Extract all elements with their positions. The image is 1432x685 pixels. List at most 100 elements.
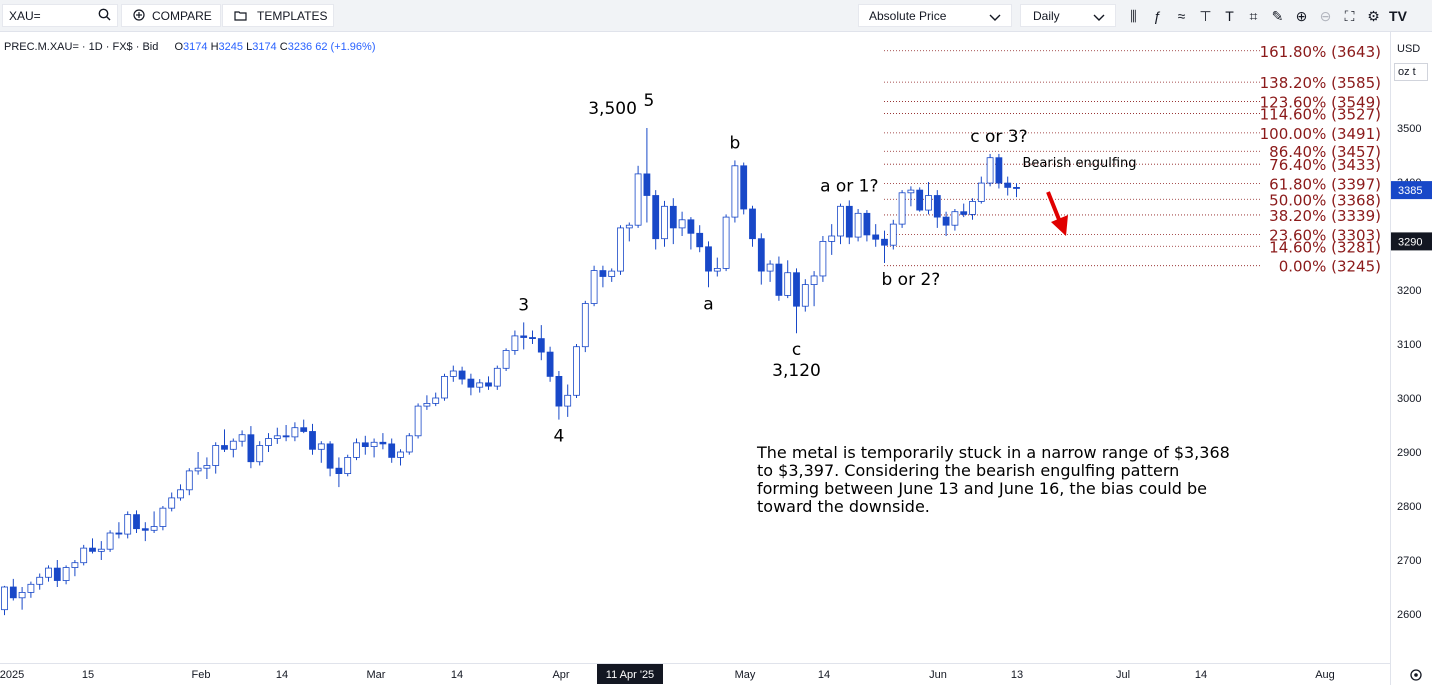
- gear-icon[interactable]: ⚙: [1367, 7, 1380, 24]
- fib-level-label: 123.60% (3549): [1260, 94, 1381, 112]
- candles-icon[interactable]: ⫼: [1130, 7, 1137, 24]
- text-tool-icon[interactable]: T: [1225, 8, 1234, 24]
- fib-level-label: 23.60% (3303): [1269, 226, 1381, 244]
- fib-level-label: 50.00% (3368): [1269, 191, 1381, 209]
- candle: [256, 441, 264, 466]
- candle: [537, 325, 545, 361]
- candle: [449, 365, 457, 382]
- high-value: 3245: [218, 41, 244, 53]
- drawing-tools: ⫼ ƒ ≈ ⊤ T ⌗ ✎ ⊕ ⊖ ⛶ ⚙ TV: [1124, 6, 1408, 26]
- wave-icon[interactable]: ≈: [1177, 8, 1186, 24]
- candle: [115, 522, 123, 539]
- candle: [643, 128, 651, 223]
- x-tick-label: 2025: [0, 669, 24, 681]
- candle: [942, 211, 950, 236]
- candle: [273, 427, 281, 444]
- candle: [995, 153, 1003, 189]
- candle: [397, 449, 404, 466]
- indicators-icon[interactable]: ƒ: [1153, 8, 1162, 24]
- wave-label: b: [730, 133, 741, 153]
- candle: [793, 268, 800, 334]
- fib-level-label: 61.80% (3397): [1269, 176, 1381, 194]
- candles: [1, 128, 1020, 616]
- candle: [757, 233, 765, 285]
- candle: [141, 522, 149, 542]
- candle: [97, 541, 105, 560]
- candle: [53, 560, 61, 587]
- interval-value: Daily: [1033, 8, 1060, 23]
- y-tick-label: 3000: [1397, 393, 1421, 405]
- zoom-out-icon[interactable]: ⊖: [1319, 7, 1332, 24]
- candle: [414, 403, 422, 439]
- ohlc-legend: PREC.M.XAU= · 1D · FX$ · Bid O3174 H3245…: [4, 41, 375, 53]
- candle: [801, 279, 809, 312]
- wave-label: 3: [518, 295, 529, 315]
- wave-label: 3,120: [772, 361, 821, 381]
- fib-level-label: 0.00% (3245): [1279, 258, 1381, 276]
- candle: [485, 376, 492, 390]
- compare-button[interactable]: COMPARE: [121, 4, 221, 27]
- chevron-down-icon: [1093, 10, 1105, 24]
- settings-gear-icon[interactable]: [1410, 669, 1422, 681]
- fib-level-label: 114.60% (3527): [1260, 105, 1381, 123]
- y-tick-label: 2800: [1397, 501, 1421, 513]
- candle: [661, 200, 668, 247]
- symbol-search[interactable]: XAU=: [2, 4, 118, 27]
- marker-price-text: 3290: [1398, 236, 1422, 248]
- fibonacci-retracement[interactable]: 161.80% (3643) 138.20% (3585) 123.60% (354…: [884, 43, 1381, 276]
- candle: [854, 209, 862, 242]
- last-price-text: 3385: [1398, 185, 1422, 197]
- currency-button[interactable]: USD: [1394, 40, 1428, 58]
- candle: [124, 511, 132, 539]
- pencil-icon[interactable]: ✎: [1271, 7, 1284, 24]
- x-tick-label: 15: [82, 669, 94, 681]
- candle: [458, 366, 466, 385]
- fullscreen-icon[interactable]: ⛶: [1344, 7, 1355, 24]
- y-tick-label: 3200: [1397, 285, 1421, 297]
- candle: [863, 210, 871, 242]
- candle: [106, 530, 114, 552]
- candle: [731, 160, 739, 223]
- candle: [889, 219, 897, 250]
- price-mode-select[interactable]: Absolute Price: [858, 4, 1012, 27]
- legend-title: PREC.M.XAU= · 1D · FX$ · Bid: [4, 41, 159, 53]
- fib-level-label: 161.80% (3643): [1260, 43, 1381, 61]
- search-icon[interactable]: [98, 8, 111, 23]
- close-label: C: [279, 41, 288, 53]
- x-tick-label: 11 Apr '25: [606, 669, 654, 681]
- interval-select[interactable]: Daily: [1020, 4, 1116, 27]
- candle: [652, 190, 660, 250]
- candle: [80, 544, 88, 566]
- candle: [599, 265, 607, 288]
- symbol-input[interactable]: XAU=: [9, 8, 41, 23]
- x-tick-label: Jun: [929, 669, 947, 681]
- candle: [986, 153, 994, 187]
- zoom-in-icon[interactable]: ⊕: [1295, 7, 1308, 24]
- candle: [564, 384, 572, 417]
- compare-label: COMPARE: [152, 8, 212, 23]
- wave-label: 5: [643, 91, 654, 111]
- candle: [837, 203, 844, 245]
- price-axis[interactable]: 3500 3400 3300 3200 3100 3000 2900 2800 2700 2600: [1397, 123, 1421, 621]
- wave-label: a: [703, 294, 713, 314]
- candle: [933, 190, 941, 228]
- shape-icon[interactable]: ⌗: [1249, 7, 1258, 24]
- x-tick-label: Feb: [192, 669, 211, 681]
- candle: [722, 214, 730, 272]
- candle: [573, 344, 580, 398]
- candle: [784, 260, 792, 299]
- currency-label: USD: [1397, 43, 1421, 55]
- y-tick-label: 3100: [1397, 339, 1421, 351]
- time-axis[interactable]: 2025 15 Feb 14 Mar 14 Apr 11 Apr '25 May 14 Jun 13 J…: [0, 664, 1335, 684]
- wave-label: c: [792, 340, 801, 360]
- last-price-badge: [1391, 181, 1432, 200]
- unit-button[interactable]: oz t: [1394, 63, 1428, 81]
- horizontal-line-icon[interactable]: ⊤: [1199, 7, 1212, 24]
- chevron-down-icon: [989, 10, 1001, 24]
- wave-label: c or 3?: [970, 127, 1027, 147]
- y-tick-label: 2600: [1397, 609, 1421, 621]
- candle: [502, 348, 510, 371]
- candle: [45, 565, 52, 582]
- templates-button[interactable]: TEMPLATES: [222, 4, 334, 27]
